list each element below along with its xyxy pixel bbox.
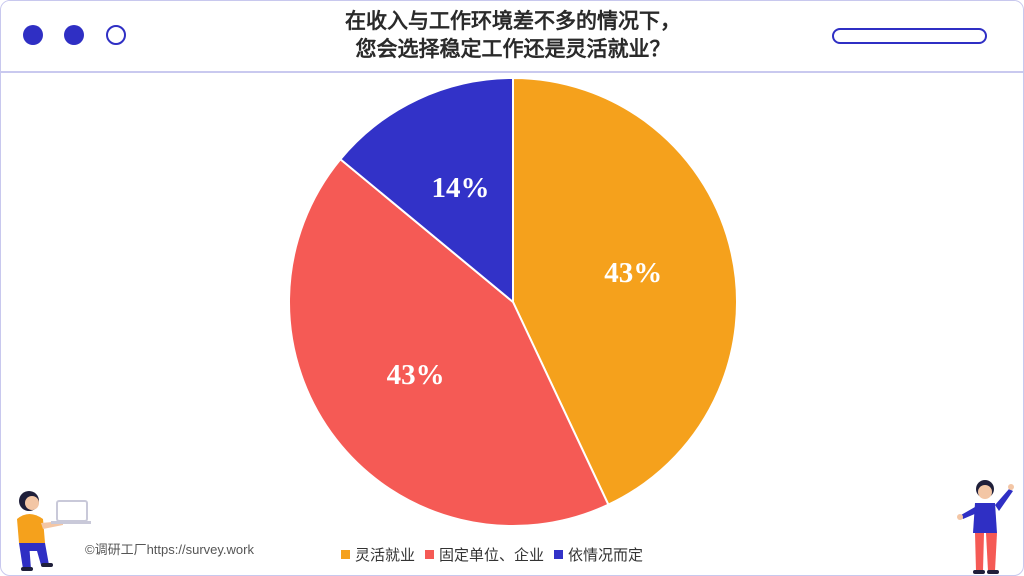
legend-swatch-icon (425, 549, 435, 559)
pie-slice-3 (338, 76, 514, 305)
chart-title: 在收入与工作环境差不多的情况下， 您会选择稳定工作还是灵活就业？ (263, 7, 763, 63)
pie-slice-label-3: 14% (432, 172, 490, 204)
window-dot-icon[interactable] (64, 25, 84, 45)
person-laptop-illustration-icon (17, 491, 91, 571)
chart-legend: 灵活就业 固定单位、企业 依情况而定 (341, 544, 653, 564)
legend-label: 固定单位、企业 (439, 545, 545, 564)
legend-item-1: 灵活就业 (341, 544, 415, 565)
legend-swatch-icon (554, 549, 564, 559)
legend-label: 灵活就业 (355, 545, 416, 564)
pie-slice-1 (512, 76, 738, 507)
pie-slice-label-2: 43% (387, 359, 445, 391)
credit-text: ©调研工厂https://survey.work (85, 542, 254, 557)
legend-item-3: 依情况而定 (554, 544, 643, 565)
window-dot-outline-icon[interactable] (106, 25, 126, 45)
pie-slice-2 (288, 157, 610, 527)
title-bar: 在收入与工作环境差不多的情况下， 您会选择稳定工作还是灵活就业？ (1, 1, 1023, 73)
window-dot-icon[interactable] (23, 25, 43, 45)
legend-item-2: 固定单位、企业 (425, 544, 544, 565)
chart-title-line-2: 您会选择稳定工作还是灵活就业？ (355, 37, 671, 61)
search-bar[interactable] (832, 28, 987, 44)
legend-label: 依情况而定 (568, 545, 644, 564)
pie-slice-label-1: 43% (604, 257, 662, 289)
person-gesture-illustration-icon (957, 480, 1014, 574)
legend-swatch-icon (341, 549, 350, 559)
chart-title-line-1: 在收入与工作环境差不多的情况下， (345, 9, 681, 33)
